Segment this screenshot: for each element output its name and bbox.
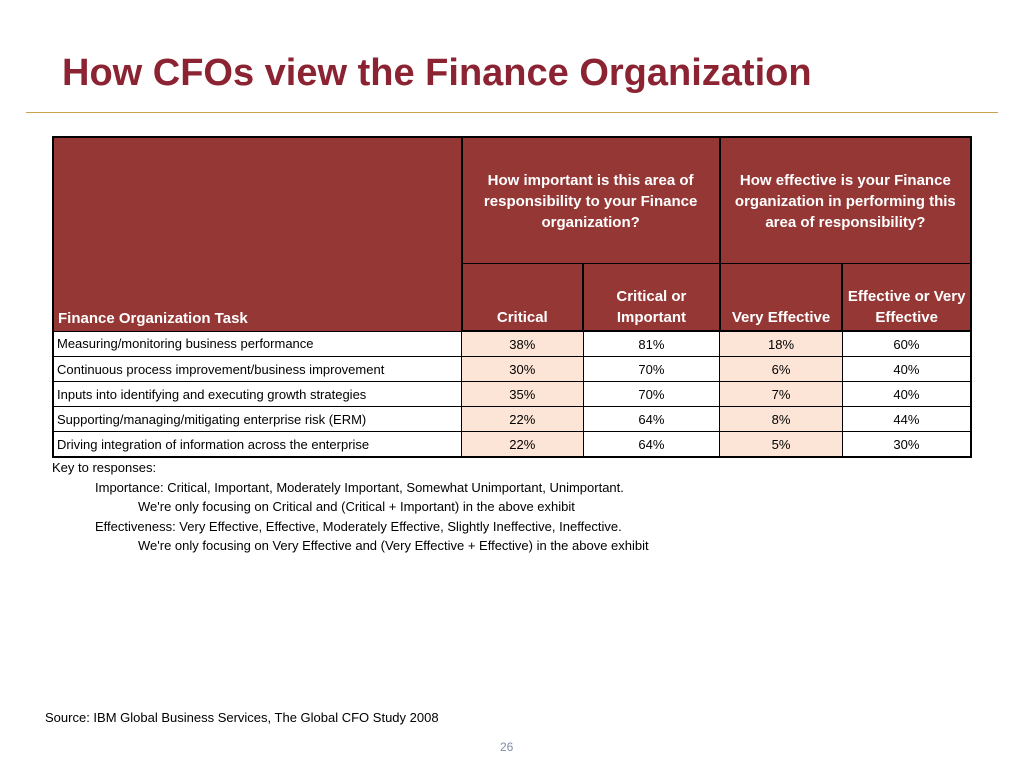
- value-cell: 5%: [719, 431, 843, 458]
- value-cell: 81%: [582, 330, 721, 357]
- value-cell: 38%: [461, 330, 584, 357]
- value-cell: 60%: [841, 330, 972, 357]
- survey-table: Finance Organization Task How important …: [52, 136, 973, 458]
- table-row: Supporting/managing/mitigating enterpris…: [52, 406, 972, 432]
- value-cell: 30%: [461, 356, 584, 382]
- key-importance: Importance: Critical, Important, Moderat…: [95, 479, 624, 495]
- table-row: Continuous process improvement/business …: [52, 356, 972, 382]
- value-cell: 44%: [841, 406, 972, 432]
- task-cell: Driving integration of information acros…: [52, 431, 463, 458]
- source-citation: Source: IBM Global Business Services, Th…: [45, 710, 439, 725]
- value-cell: 22%: [461, 406, 584, 432]
- column-header-effective-or-very-effective: Effective or Very Effective: [841, 263, 972, 332]
- key-effectiveness: Effectiveness: Very Effective, Effective…: [95, 518, 622, 534]
- task-cell: Measuring/monitoring business performanc…: [52, 330, 463, 357]
- slide-title: How CFOs view the Finance Organization: [62, 52, 812, 94]
- table-subheader-row: Critical Critical or Important Very Effe…: [53, 263, 972, 332]
- value-cell: 6%: [719, 356, 843, 382]
- value-cell: 30%: [841, 431, 972, 458]
- key-effectiveness-note: We're only focusing on Very Effective an…: [138, 538, 649, 553]
- value-cell: 64%: [582, 431, 721, 458]
- key-heading: Key to responses:: [52, 460, 157, 475]
- value-cell: 22%: [461, 431, 584, 458]
- key-importance-note: We're only focusing on Critical and (Cri…: [138, 499, 575, 514]
- task-cell: Supporting/managing/mitigating enterpris…: [52, 406, 463, 432]
- title-divider: [26, 112, 998, 113]
- value-cell: 40%: [841, 381, 972, 407]
- value-cell: 70%: [582, 381, 721, 407]
- table-row: Measuring/monitoring business performanc…: [52, 330, 972, 357]
- task-column-header: Finance Organization Task: [52, 137, 463, 331]
- column-header-very-effective: Very Effective: [718, 263, 844, 332]
- value-cell: 18%: [719, 330, 843, 357]
- table-header-row: Finance Organization Task How important …: [52, 137, 973, 331]
- table-row: Inputs into identifying and executing gr…: [52, 381, 972, 407]
- table-row: Driving integration of information acros…: [52, 431, 972, 458]
- value-cell: 40%: [841, 356, 972, 382]
- column-header-critical-or-important: Critical or Important: [582, 263, 721, 332]
- value-cell: 35%: [461, 381, 584, 407]
- importance-group-header: How important is this area of responsibi…: [460, 137, 721, 264]
- page-number: 26: [500, 740, 514, 754]
- value-cell: 8%: [719, 406, 843, 432]
- response-key: Key to responses: Importance: Critical, …: [52, 458, 649, 556]
- effectiveness-group-header: How effective is your Finance organizati…: [718, 137, 973, 264]
- value-cell: 70%: [582, 356, 721, 382]
- task-cell: Continuous process improvement/business …: [52, 356, 463, 382]
- value-cell: 64%: [582, 406, 721, 432]
- value-cell: 7%: [719, 381, 843, 407]
- column-header-critical: Critical: [460, 263, 585, 332]
- task-cell: Inputs into identifying and executing gr…: [52, 381, 463, 407]
